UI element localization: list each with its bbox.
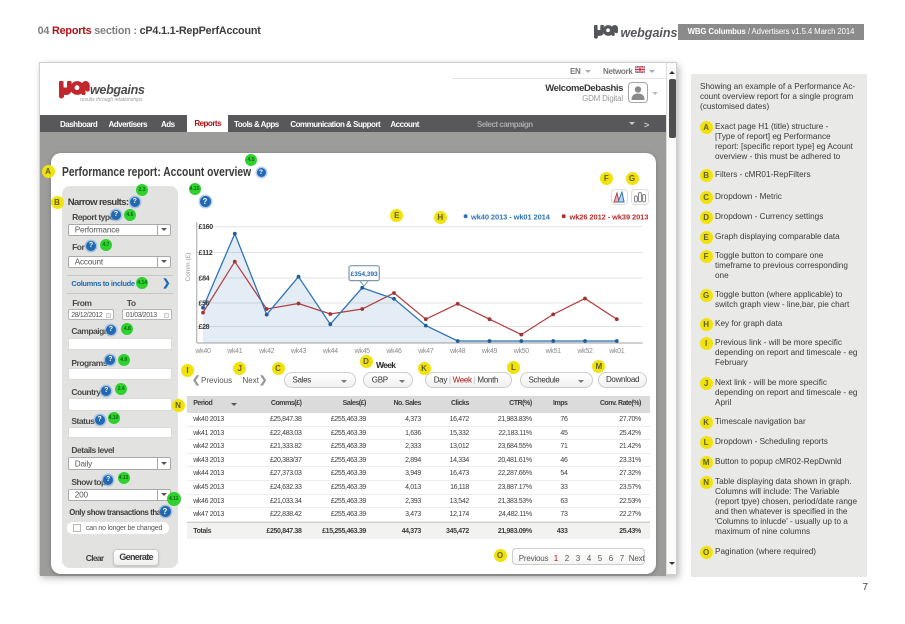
svg-text:wk45: wk45 [353, 348, 370, 355]
svg-text:£112: £112 [198, 250, 212, 257]
svg-text:£84: £84 [198, 276, 209, 283]
svg-text:wk26 2012 - wk39 2013: wk26 2012 - wk39 2013 [568, 213, 648, 222]
svg-text:wk44: wk44 [321, 348, 338, 355]
svg-text:wk42: wk42 [258, 348, 275, 355]
svg-text:wk51: wk51 [544, 348, 561, 355]
svg-text:wk43: wk43 [289, 348, 306, 355]
svg-text:wk46: wk46 [385, 348, 402, 355]
svg-text:wk52: wk52 [576, 348, 593, 355]
svg-text:Comm (£): Comm (£) [185, 253, 192, 282]
svg-text:£56: £56 [198, 301, 209, 308]
svg-text:wk41: wk41 [226, 348, 243, 355]
svg-text:wk40 2013 - wk01 2014: wk40 2013 - wk01 2014 [470, 213, 551, 222]
svg-text:wk40: wk40 [194, 348, 211, 355]
svg-text:£354,393: £354,393 [350, 271, 377, 278]
svg-text:wk01: wk01 [608, 348, 625, 355]
svg-text:wk48: wk48 [449, 348, 466, 355]
svg-text:wk49: wk49 [480, 348, 497, 355]
svg-text:wk47: wk47 [417, 348, 434, 355]
svg-text:£160: £160 [198, 224, 213, 231]
svg-text:wk50: wk50 [512, 348, 529, 355]
svg-text:£28: £28 [198, 324, 209, 331]
